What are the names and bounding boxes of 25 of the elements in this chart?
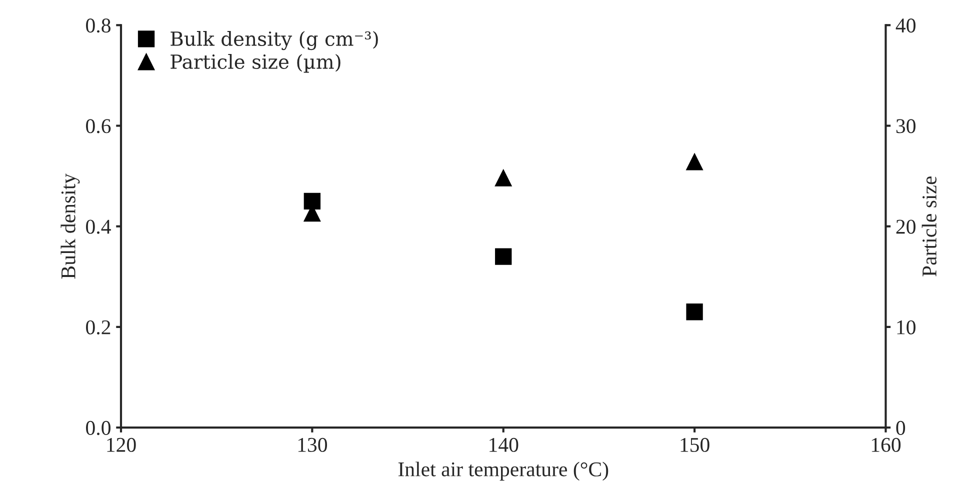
x-tick-label: 150: [680, 438, 710, 452]
legend-label: Particle size (µm): [170, 54, 340, 73]
y-axis-title: Bulk density: [60, 173, 80, 279]
y2-tick-label: 30: [896, 119, 916, 134]
x-tick-label: 160: [872, 438, 901, 452]
x-tick-label: 140: [490, 438, 518, 452]
y-tick-label: 0.6: [86, 119, 111, 134]
y2-tick-label: 10: [897, 320, 916, 334]
point: [686, 154, 703, 170]
y2-tick-label: 0: [896, 420, 906, 435]
point: [495, 248, 512, 265]
y-tick-label: 0.4: [86, 220, 111, 234]
x-tick-label: 120: [107, 438, 136, 452]
x-axis-title: Inlet air temperature (°C): [398, 462, 608, 481]
point: [686, 304, 703, 320]
y2-tick-label: 40: [896, 18, 916, 33]
point: [304, 192, 321, 210]
y-tick-label: 0.8: [86, 18, 110, 33]
y-tick-label: 0.0: [86, 420, 110, 436]
y2-axis-title: Particle size: [922, 176, 936, 276]
y2-tick-label: 20: [896, 220, 916, 234]
legend-label: Bulk density (g cm⁻³): [170, 30, 378, 50]
y-tick-label: 0.2: [86, 320, 110, 334]
x-tick-label: 130: [298, 438, 328, 452]
point: [495, 170, 512, 186]
